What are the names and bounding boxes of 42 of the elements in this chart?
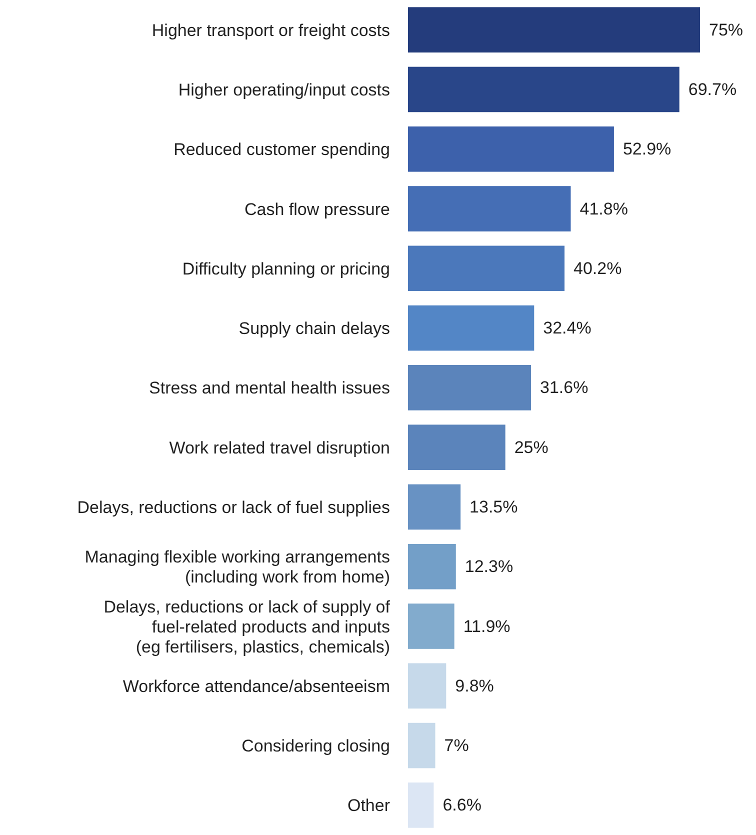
y-tick-label: Higher transport or freight costs <box>152 20 390 40</box>
bar <box>408 604 454 649</box>
data-label: 40.2% <box>574 258 622 278</box>
y-tick-label: Delays, reductions or lack of supply of fuel-related products and inputs (eg fertilisers, plastics, chemicals) <box>104 596 390 656</box>
bar <box>408 544 456 590</box>
data-label: 13.5% <box>470 497 518 516</box>
y-tick-label: Considering closing <box>242 736 390 756</box>
y-tick-label: Work related travel disruption <box>169 438 390 457</box>
data-label: 9.8% <box>455 676 494 696</box>
y-tick-label: Delays, reductions or lack of fuel supplies <box>77 497 390 516</box>
data-label: 11.9% <box>463 616 510 636</box>
y-tick-label: Workforce attendance/absenteeism <box>122 676 390 696</box>
bar <box>408 663 446 709</box>
y-tick-label: Higher operating/input costs <box>178 80 390 99</box>
data-label: 7% <box>444 736 469 756</box>
y-tick-label: Difficulty planning or pricing <box>182 258 390 278</box>
y-tick-label: Supply chain delays <box>238 318 390 338</box>
data-label: 25% <box>514 438 548 457</box>
data-label: 52.9% <box>622 140 672 159</box>
bar <box>408 424 506 470</box>
bar <box>408 66 680 112</box>
bar <box>408 7 700 52</box>
y-tick-label: Stress and mental health issues <box>149 378 390 398</box>
y-tick-label: Managing flexible working arrangements (including work from home) <box>84 547 390 586</box>
data-label: 32.4% <box>543 318 592 338</box>
bar <box>408 365 532 410</box>
bar <box>408 186 571 232</box>
bar <box>408 305 534 351</box>
y-tick-label: Other <box>347 796 390 815</box>
data-label: 12.3% <box>464 557 514 576</box>
data-label: 41.8% <box>580 199 628 218</box>
bar <box>408 782 434 828</box>
bar <box>408 484 461 530</box>
data-label: 75% <box>709 20 744 40</box>
data-label: 31.6% <box>540 378 588 398</box>
bar <box>408 722 436 768</box>
data-label: 6.6% <box>442 796 482 815</box>
bar <box>408 246 565 292</box>
data-label: 69.7% <box>688 80 737 99</box>
bar <box>408 126 614 172</box>
y-tick-label: Cash flow pressure <box>244 199 390 218</box>
y-tick-label: Reduced customer spending <box>174 140 390 159</box>
